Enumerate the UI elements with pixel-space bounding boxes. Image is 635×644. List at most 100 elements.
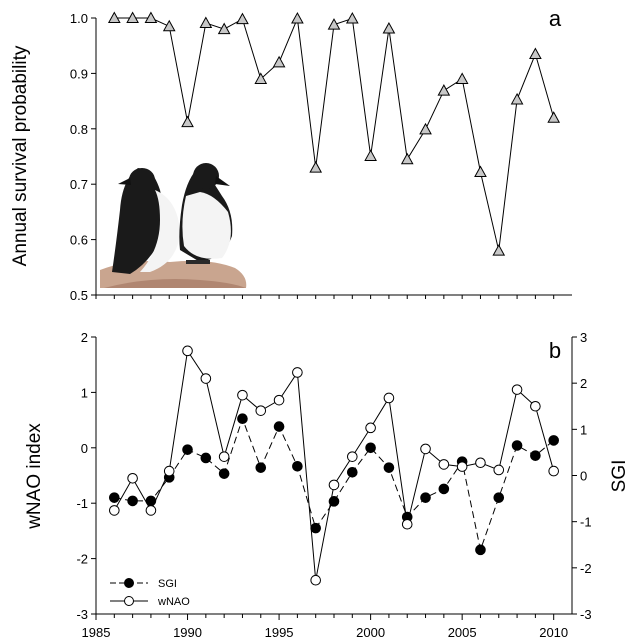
- survival-point: [455, 72, 469, 84]
- panel-b-y2tick-label: -3: [580, 607, 592, 622]
- survival-point: [437, 84, 451, 96]
- panel-b-y2tick-label: 0: [580, 469, 587, 484]
- survival-point: [474, 165, 487, 178]
- survival-point: [126, 11, 139, 23]
- sgi-point: [328, 496, 340, 507]
- sgi-point: [200, 452, 212, 464]
- survival-point: [382, 21, 396, 34]
- wnao-point: [145, 505, 157, 516]
- legend-sgi-marker: [124, 578, 134, 588]
- wnao-point: [163, 465, 175, 477]
- right-bird-bill: [215, 176, 230, 186]
- sgi-point: [493, 492, 505, 503]
- wnao-point: [328, 479, 340, 491]
- wnao-point: [273, 394, 285, 406]
- panel-b-xtick-label: 2000: [356, 625, 385, 640]
- survival-point: [107, 11, 121, 23]
- panel-b-ytick-label: 1: [81, 385, 88, 400]
- sgi-point: [511, 440, 523, 451]
- wnao-point: [511, 384, 523, 395]
- survival-point: [419, 122, 432, 135]
- left-bird-belly: [140, 190, 180, 272]
- panel-a-ylabel: Annual survival probability: [10, 45, 31, 266]
- wnao-point: [109, 505, 120, 516]
- wnao-point: [456, 461, 468, 472]
- wnao-point: [218, 451, 230, 462]
- survival-point: [144, 11, 158, 23]
- panel-b-y2tick-label: 1: [580, 422, 587, 437]
- panel-b-xtick-label: 1995: [265, 625, 294, 640]
- survival-point: [529, 47, 542, 60]
- survival-point: [254, 72, 268, 84]
- wnao-point: [200, 373, 212, 384]
- survival-point: [345, 12, 359, 24]
- bird-feet: [186, 260, 210, 264]
- rock-shadow: [104, 279, 246, 288]
- panel-a-survival: 0.5 0.6 0.7 0.8 0.9 1.0 Annual survival proba…: [10, 6, 572, 303]
- survival-point: [272, 55, 286, 68]
- wnao-point: [292, 367, 303, 378]
- panel-a-survival-line: [114, 16, 555, 251]
- sgi-point: [292, 460, 303, 472]
- left-bird-head: [129, 168, 155, 192]
- legend-wnao-marker: [124, 596, 134, 606]
- survival-point: [181, 115, 194, 128]
- panel-b-xtick-label: 1985: [82, 625, 111, 640]
- panel-b-ylabel: wNAO index: [24, 423, 45, 530]
- wnao-point: [420, 443, 431, 455]
- panel-b-ytick-label: -1: [76, 496, 88, 511]
- wnao-point: [401, 518, 413, 530]
- panel-a-ytick-label: 0.8: [70, 122, 88, 137]
- panel-b-y2tick-label: -2: [580, 561, 592, 576]
- survival-point: [510, 92, 524, 105]
- legend-sgi-label: SGI: [158, 578, 177, 590]
- sgi-point: [145, 495, 157, 507]
- panel-a-ytick-label: 0.9: [70, 66, 88, 81]
- survival-point: [217, 22, 231, 35]
- sgi-point: [127, 495, 138, 507]
- wnao-point: [383, 392, 395, 404]
- survival-point: [364, 149, 377, 161]
- panel-a-ytick-label: 1.0: [70, 11, 88, 26]
- panel-b-y2label: SGI: [609, 460, 630, 493]
- panel-b-y2tick-label: 2: [580, 376, 587, 391]
- sgi-point: [383, 462, 395, 473]
- panel-a-ytick-label: 0.7: [70, 177, 88, 192]
- legend-wnao-label: wNAO: [157, 596, 190, 608]
- panel-b-xtick-label: 1990: [173, 625, 202, 640]
- wnao-point: [310, 574, 321, 586]
- panel-b-xtick-label: 2010: [539, 625, 568, 640]
- left-bird-bill: [118, 178, 131, 185]
- survival-point: [199, 16, 213, 28]
- survival-point: [492, 244, 506, 256]
- sgi-point: [365, 442, 376, 454]
- wnao-point: [127, 472, 138, 484]
- sgi-point: [438, 483, 450, 495]
- survival-point: [547, 111, 561, 123]
- survival-point: [327, 18, 341, 30]
- wnao-point: [493, 464, 505, 476]
- legend: SGI wNAO: [110, 578, 190, 608]
- wnao-point: [548, 465, 559, 477]
- survival-point: [400, 152, 414, 165]
- survival-point: [162, 19, 176, 32]
- survival-point: [309, 161, 323, 173]
- sgi-point: [273, 421, 285, 432]
- panel-b-letter: b: [549, 338, 561, 363]
- sgi-point: [347, 466, 358, 478]
- sgi-point: [218, 468, 230, 479]
- sgi-point: [237, 413, 248, 425]
- wnao-point: [182, 345, 193, 357]
- survival-point: [291, 12, 304, 24]
- two-guillemots-photo: [100, 163, 247, 288]
- wnao-point: [530, 400, 541, 412]
- wnao-point: [255, 405, 267, 416]
- panel-a-ytick-label: 0.6: [70, 233, 88, 248]
- panel-b-indices: -3 -2 -1 0 1 2 -3 -2 -1 0 1 2 3 1985 1990 1995 2000 200…: [24, 330, 630, 640]
- wnao-point: [438, 459, 450, 470]
- panel-b-ytick-label: -3: [76, 607, 88, 622]
- sgi-point: [310, 522, 321, 534]
- panel-b-y2tick-label: -1: [580, 515, 592, 530]
- wnao-point: [475, 457, 486, 469]
